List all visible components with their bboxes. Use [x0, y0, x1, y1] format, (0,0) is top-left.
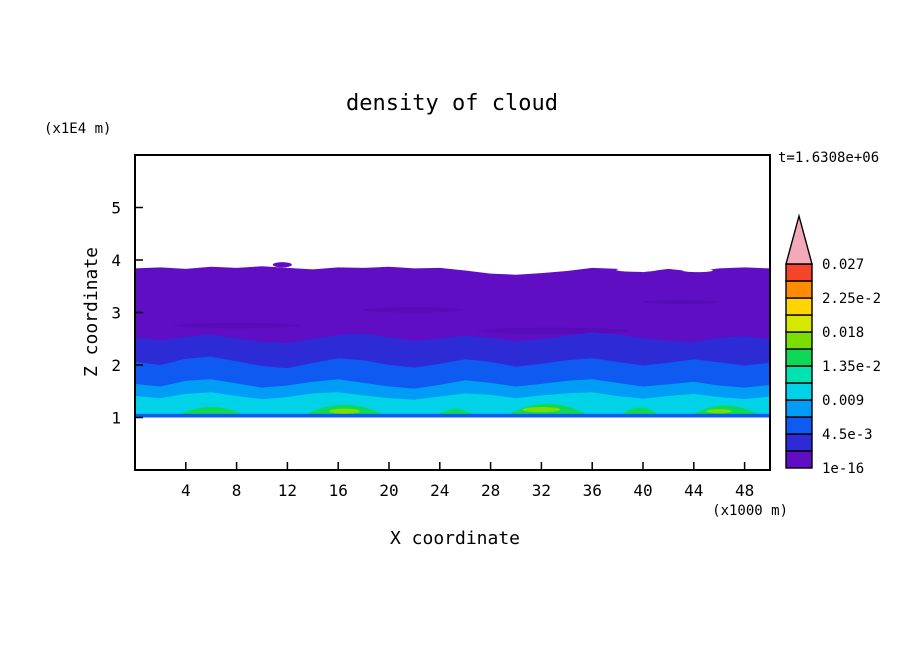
y-tick-label: 3 [111, 304, 121, 323]
colorbar-band [785, 297, 813, 316]
x-axis-label: X coordinate [390, 528, 520, 549]
y-axis-ticks: 1 2 3 4 5 [111, 199, 143, 428]
colorbar-band [785, 416, 813, 435]
density-wisp [477, 327, 631, 335]
colorbar-band [785, 433, 813, 452]
y-tick-label: 5 [111, 199, 121, 218]
y-axis-label: Z coordinate [81, 247, 102, 377]
colorbar-band [785, 348, 813, 367]
density-wisp [363, 307, 466, 313]
contour-accent [706, 409, 732, 414]
contour-field [135, 262, 770, 418]
colorbar-label: 2.25e-2 [822, 291, 881, 307]
colorbar-label: 0.027 [822, 257, 864, 273]
cloud-top-notch [465, 267, 491, 271]
colorbar-band [785, 365, 813, 384]
colorbar-band [785, 331, 813, 350]
colorbar-band [785, 399, 813, 418]
x-tick-label: 48 [735, 481, 754, 500]
chart-title: density of cloud [346, 91, 558, 116]
colorbar-band [785, 314, 813, 333]
x-tick-label: 36 [583, 481, 602, 500]
x-tick-label: 44 [684, 481, 703, 500]
y-tick-label: 4 [111, 251, 121, 270]
x-tick-label: 4 [181, 481, 191, 500]
colorbar-band [785, 450, 813, 469]
cloud-base-strip [135, 413, 770, 418]
x-tick-label: 16 [329, 481, 348, 500]
x-tick-label: 8 [232, 481, 242, 500]
colorbar-label: 1.35e-2 [822, 359, 881, 375]
colorbar-band [785, 382, 813, 401]
density-wisp [643, 299, 720, 305]
y-tick-label: 1 [111, 409, 121, 428]
x-axis-ticks: 4 8 12 16 20 24 28 32 36 40 44 48 [181, 462, 754, 500]
density-wisp [173, 323, 301, 329]
y-unit-label: (x1E4 m) [44, 121, 111, 137]
cloud-top-notch [682, 268, 713, 273]
colorbar: 0.027 2.25e-2 0.018 1.35e-2 0.009 4.5e-3 1e-16 [785, 213, 881, 477]
colorbar-label: 0.009 [822, 393, 864, 409]
colorbar-band [785, 263, 813, 282]
x-tick-label: 40 [633, 481, 652, 500]
x-tick-label: 24 [430, 481, 449, 500]
x-tick-label: 28 [481, 481, 500, 500]
colorbar-label: 1e-16 [822, 461, 864, 477]
x-tick-label: 20 [379, 481, 398, 500]
contour-island [272, 262, 292, 268]
contour-accent [522, 407, 561, 413]
contour-band-9e-3 [135, 392, 770, 418]
colorbar-label: 4.5e-3 [822, 427, 873, 443]
colorbar-band [785, 280, 813, 299]
colorbar-overflow-tip [785, 213, 813, 265]
time-label: t=1.6308e+06 [778, 150, 879, 166]
y-tick-label: 2 [111, 356, 121, 375]
colorbar-label: 0.018 [822, 325, 864, 341]
x-unit-label: (x1000 m) [712, 503, 788, 519]
x-tick-label: 12 [278, 481, 297, 500]
contour-accent [329, 408, 360, 414]
cloud-top-notch [616, 268, 657, 272]
x-tick-label: 32 [532, 481, 551, 500]
